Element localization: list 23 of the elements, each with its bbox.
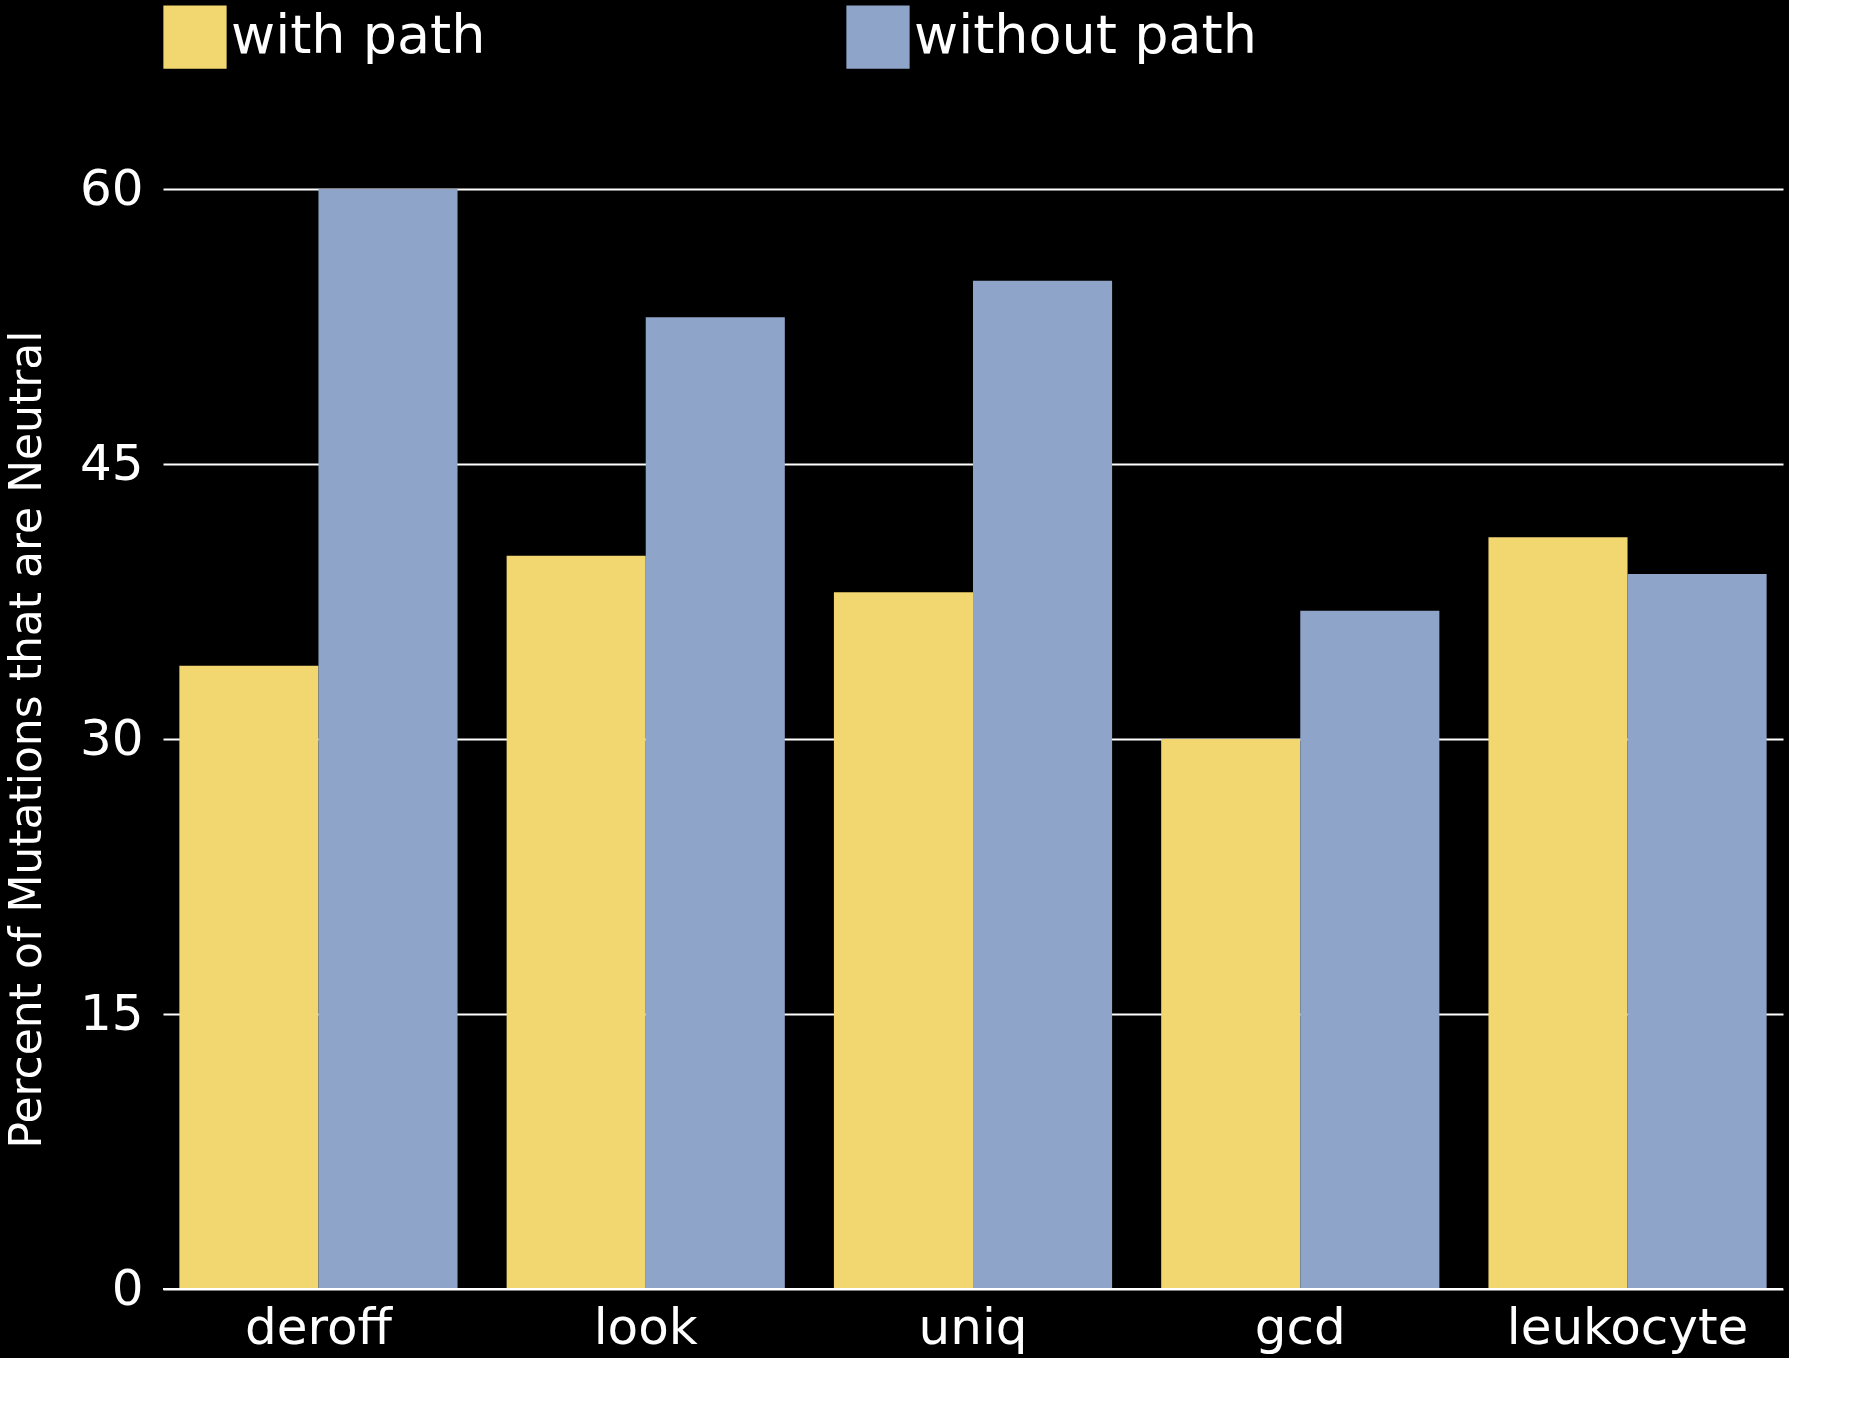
x-tick-label: leukocyte (1506, 1297, 1749, 1356)
bar (1488, 537, 1628, 1289)
y-tick-label: 60 (79, 158, 144, 217)
bar (645, 317, 785, 1289)
y-tick-label: 0 (111, 1258, 144, 1317)
bar (1161, 739, 1301, 1289)
y-axis-title: Percent of Mutations that are Neutral (0, 330, 51, 1149)
y-tick-label: 15 (79, 983, 144, 1042)
y-tick-label: 30 (79, 708, 144, 767)
bar (506, 555, 646, 1289)
legend-label: with path (231, 3, 486, 67)
bar (833, 592, 973, 1289)
bar (973, 280, 1113, 1289)
bar (1627, 574, 1767, 1289)
x-tick-label: look (593, 1297, 698, 1356)
bar (318, 189, 458, 1289)
x-tick-label: deroff (244, 1297, 394, 1356)
x-tick-label: uniq (918, 1297, 1028, 1356)
bar (179, 665, 319, 1289)
legend-label: without path (914, 3, 1257, 67)
bar (1300, 610, 1440, 1289)
x-tick-label: gcd (1254, 1297, 1346, 1356)
y-tick-label: 45 (79, 433, 144, 492)
